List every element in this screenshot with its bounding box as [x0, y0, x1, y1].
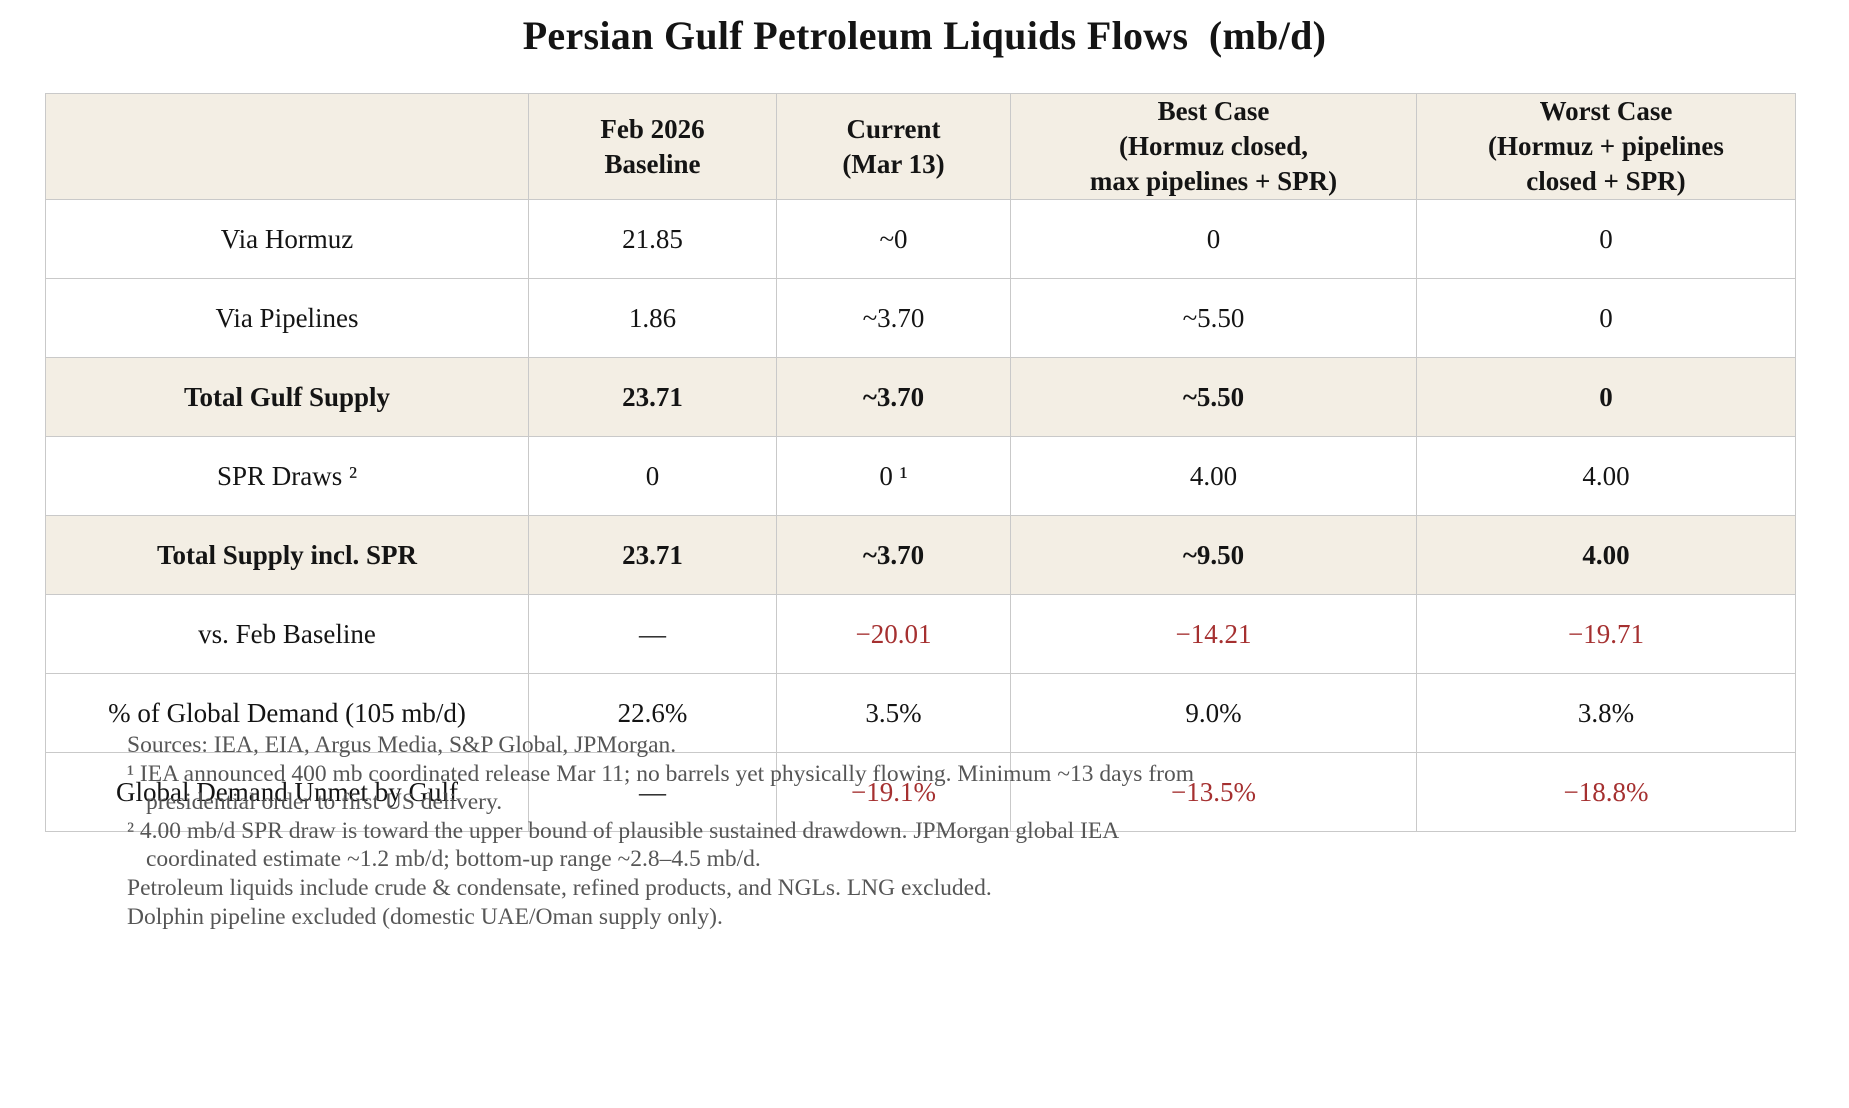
- value-cell: −18.8%: [1416, 752, 1796, 833]
- footnote-dolphin-pipeline: Dolphin pipeline excluded (domestic UAE/…: [127, 903, 723, 930]
- value-cell: 4.00: [1416, 515, 1796, 596]
- footnote-2-spr-draw: ² 4.00 mb/d SPR draw is toward the upper…: [127, 817, 1120, 873]
- value-cell: 9.0%: [1010, 673, 1417, 754]
- value-cell: 1.86: [528, 278, 777, 359]
- value-cell: 0: [528, 436, 777, 517]
- table-row-total-gulf-supply: Total Gulf Supply 23.71 ~3.70 ~5.50 0: [45, 357, 1796, 438]
- footnote-petroleum-definition: Petroleum liquids include crude & conden…: [127, 874, 992, 901]
- value-cell: ~3.70: [776, 357, 1011, 438]
- row-label: Via Pipelines: [45, 278, 529, 359]
- value-cell: −19.1%: [776, 752, 1011, 833]
- footnotes-block: Sources: IEA, EIA, Argus Media, S&P Glob…: [127, 731, 1457, 931]
- value-cell: ~9.50: [1010, 515, 1417, 596]
- value-cell: 0: [1416, 278, 1796, 359]
- value-cell: ~3.70: [776, 278, 1011, 359]
- value-cell: 0: [1416, 199, 1796, 280]
- value-cell: ~3.70: [776, 515, 1011, 596]
- value-cell: 23.71: [528, 357, 777, 438]
- footnote-1-iea-release: ¹ IEA announced 400 mb coordinated relea…: [127, 760, 1195, 816]
- value-cell: —: [528, 594, 777, 675]
- header-cell-best-case: Best Case (Hormuz closed, max pipelines …: [1010, 92, 1417, 201]
- header-cell-feb-baseline: Feb 2026 Baseline: [528, 92, 777, 201]
- footnote-sources: Sources: IEA, EIA, Argus Media, S&P Glob…: [127, 732, 677, 758]
- row-label: % of Global Demand (105 mb/d): [45, 673, 529, 754]
- value-cell: 0 ¹: [776, 436, 1011, 517]
- value-cell: 22.6%: [528, 673, 777, 754]
- value-cell: 4.00: [1416, 436, 1796, 517]
- table-row-spr-draws: SPR Draws ² 0 0 ¹ 4.00 4.00: [45, 436, 1796, 517]
- value-cell: 3.8%: [1416, 673, 1796, 754]
- table-row-via-hormuz: Via Hormuz 21.85 ~0 0 0: [45, 199, 1796, 280]
- value-cell: −20.01: [776, 594, 1011, 675]
- table-row-global-demand-unmet: Global Demand Unmet by Gulf — −19.1% −13…: [45, 752, 1796, 833]
- row-label: Via Hormuz: [45, 199, 529, 280]
- value-cell: 0: [1010, 199, 1417, 280]
- value-cell: 0: [1416, 357, 1796, 438]
- header-cell-worst-case: Worst Case (Hormuz + pipelines closed + …: [1416, 92, 1796, 201]
- row-label: Total Gulf Supply: [45, 357, 529, 438]
- petroleum-flows-table: Feb 2026 Baseline Current (Mar 13) Best …: [45, 92, 1796, 833]
- row-label: Global Demand Unmet by Gulf: [45, 752, 529, 833]
- header-row: Feb 2026 Baseline Current (Mar 13) Best …: [45, 92, 1796, 201]
- value-cell: −14.21: [1010, 594, 1417, 675]
- value-cell: 23.71: [528, 515, 777, 596]
- header-cell-row-label: [45, 92, 529, 201]
- table-row-pct-global-demand: % of Global Demand (105 mb/d) 22.6% 3.5%…: [45, 673, 1796, 754]
- table-row-vs-feb-baseline: vs. Feb Baseline — −20.01 −14.21 −19.71: [45, 594, 1796, 675]
- value-cell: −13.5%: [1010, 752, 1417, 833]
- row-label: vs. Feb Baseline: [45, 594, 529, 675]
- value-cell: 21.85: [528, 199, 777, 280]
- page-title: Persian Gulf Petroleum Liquids Flows (mb…: [522, 13, 1327, 58]
- row-label: SPR Draws ²: [45, 436, 529, 517]
- value-cell: ~5.50: [1010, 357, 1417, 438]
- value-cell: ~5.50: [1010, 278, 1417, 359]
- header-cell-current: Current (Mar 13): [776, 92, 1011, 201]
- value-cell: ~0: [776, 199, 1011, 280]
- value-cell: —: [528, 752, 777, 833]
- row-label: Total Supply incl. SPR: [45, 515, 529, 596]
- value-cell: 4.00: [1010, 436, 1417, 517]
- table-row-via-pipelines: Via Pipelines 1.86 ~3.70 ~5.50 0: [45, 278, 1796, 359]
- value-cell: −19.71: [1416, 594, 1796, 675]
- table-row-total-supply-incl-spr: Total Supply incl. SPR 23.71 ~3.70 ~9.50…: [45, 515, 1796, 596]
